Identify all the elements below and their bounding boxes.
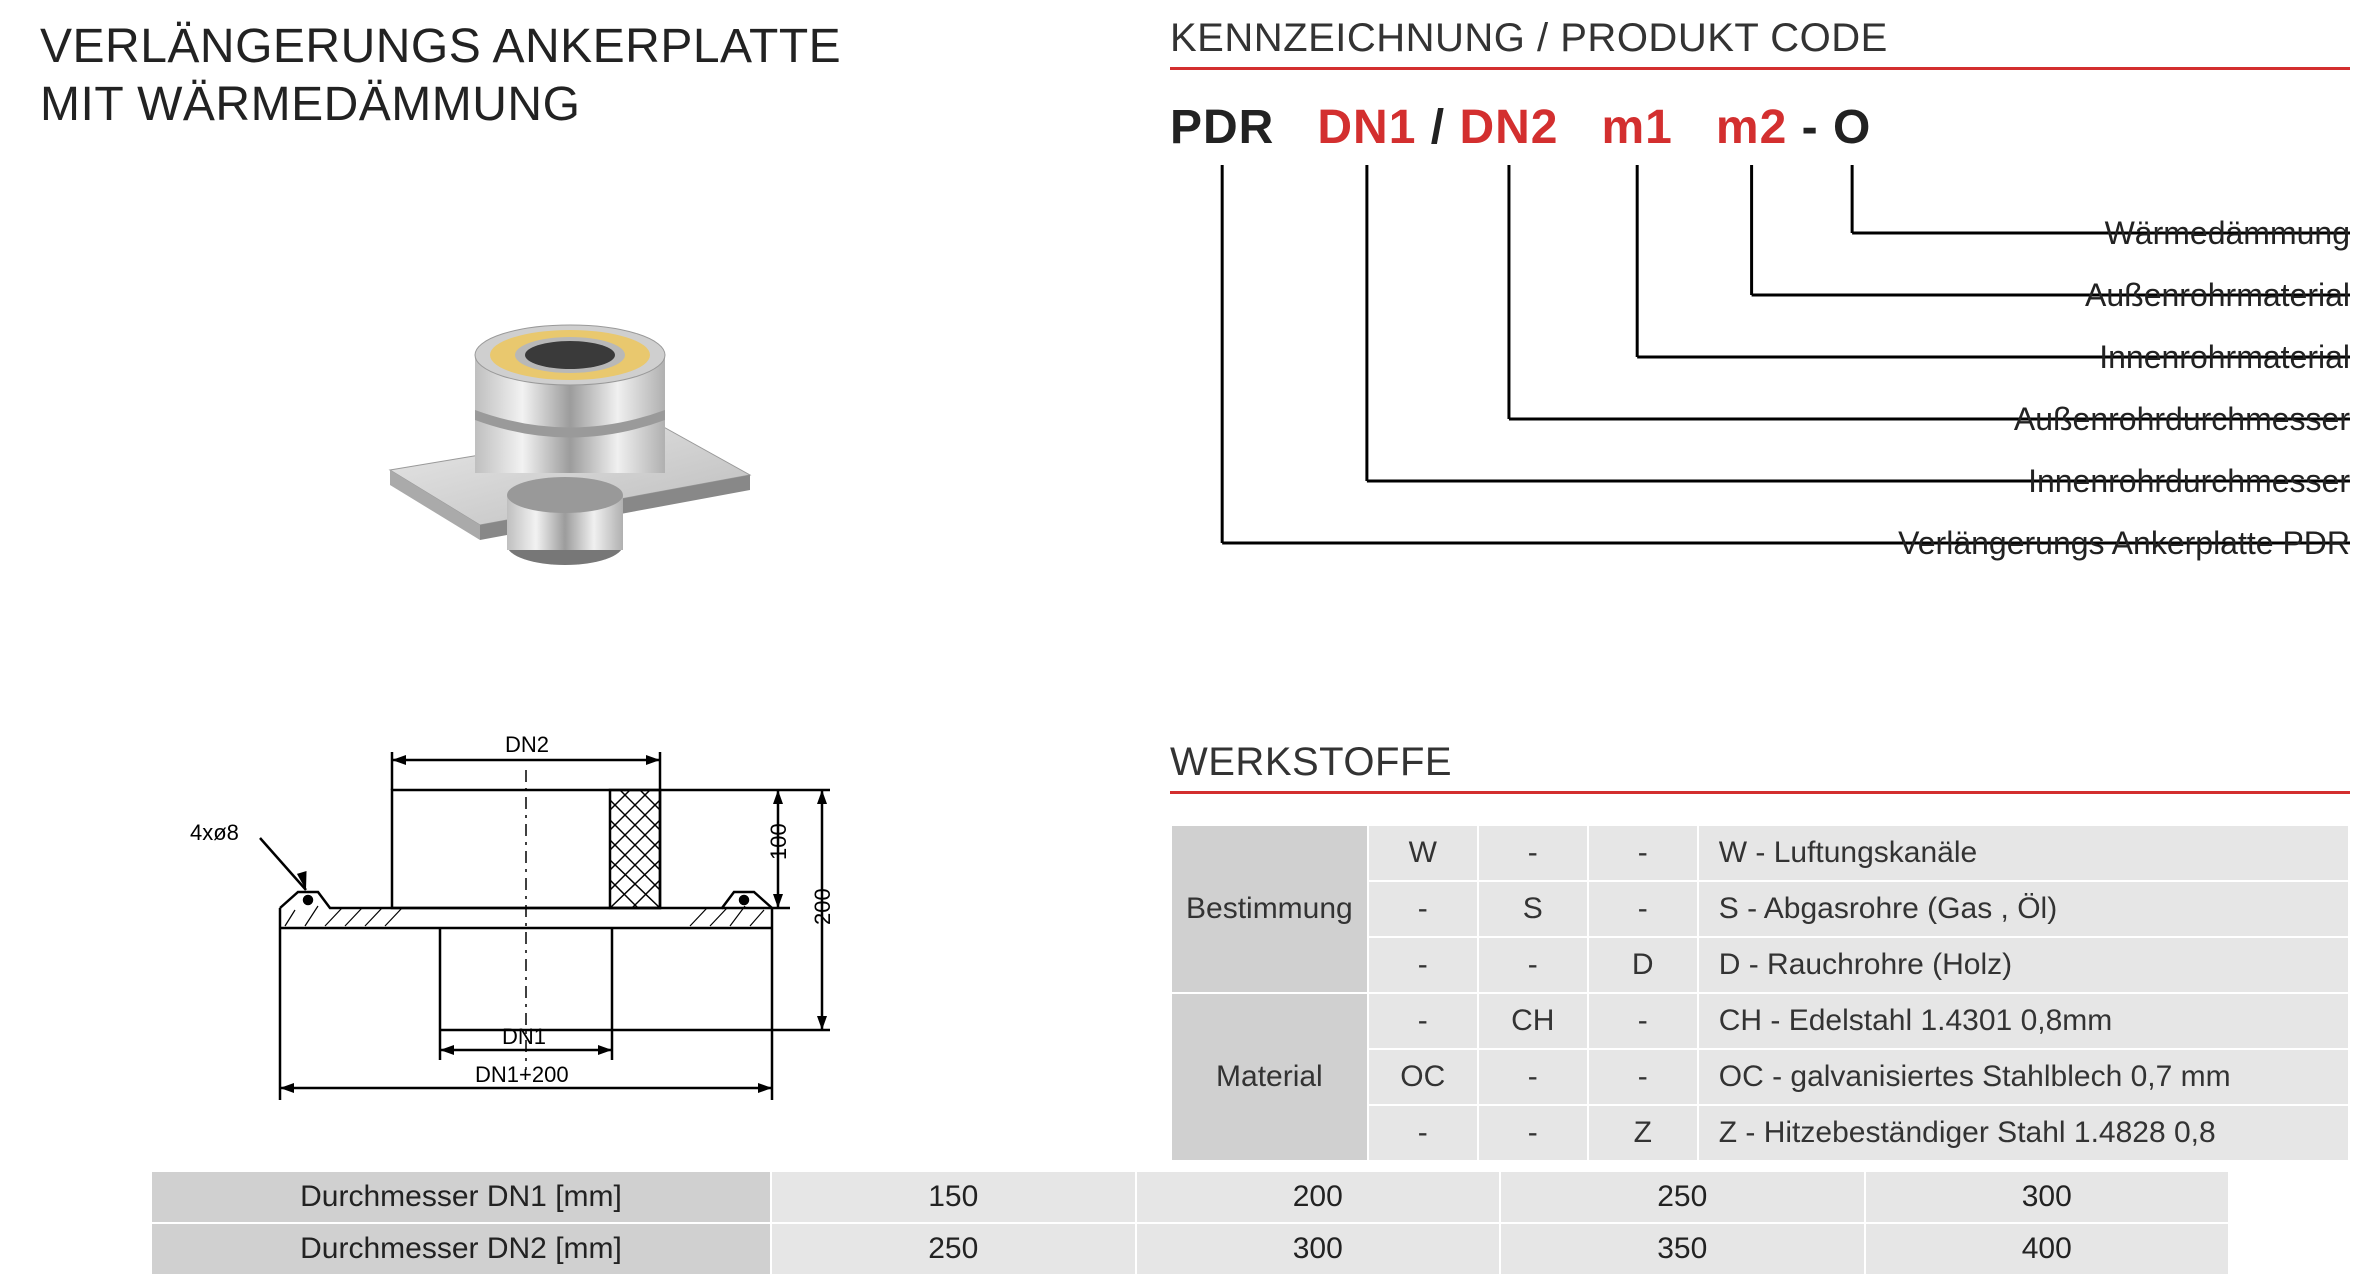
cell: - [1588, 825, 1698, 881]
werkstoffe-header: WERKSTOFFE [1170, 740, 2350, 785]
cell: OC - galvanisiertes Stahlblech 0,7 mm [1698, 1049, 2349, 1105]
row-label: Durchmesser DN2 [mm] [151, 1223, 771, 1275]
row-head: Material [1171, 993, 1368, 1161]
cell: - [1368, 1105, 1478, 1161]
werkstoffe-table: BestimmungW--W - Luftungskanäle-S-S - Ab… [1170, 824, 2350, 1162]
cell: 200 [1136, 1171, 1501, 1223]
diameter-table: Durchmesser DN1 [mm]150200250300Durchmes… [150, 1170, 2230, 1276]
dim-base: DN1+200 [475, 1062, 569, 1087]
cell: D - Rauchrohre (Holz) [1698, 937, 2349, 993]
cell: - [1478, 1049, 1588, 1105]
cell: - [1368, 993, 1478, 1049]
cell: OC [1368, 1049, 1478, 1105]
code-label-5: Verlängerungs Ankerplatte PDR [1750, 525, 2350, 562]
product-code-line: PDR DN1 / DN2 m1 m2 - O [1170, 100, 2350, 155]
product-photo [360, 260, 780, 580]
werkstoffe-section: WERKSTOFFE BestimmungW--W - Luftungskanä… [1170, 740, 2350, 1162]
code-label-0: Wärmedämmung [1750, 215, 2350, 252]
cell: S [1478, 881, 1588, 937]
cell: - [1478, 1105, 1588, 1161]
code-pdr: PDR [1170, 100, 1274, 155]
cell: CH [1478, 993, 1588, 1049]
title-line-1: VERLÄNGERUNGS ANKERPLATTE [40, 18, 841, 76]
cell: Z [1588, 1105, 1698, 1161]
cell: - [1588, 1049, 1698, 1105]
cell: CH - Edelstahl 1.4301 0,8mm [1698, 993, 2349, 1049]
title-line-2: MIT WÄRMEDÄMMUNG [40, 76, 841, 134]
cell: 350 [1500, 1223, 1865, 1275]
dim-dn1: DN1 [502, 1024, 546, 1049]
code-m2: m2 [1716, 100, 1787, 155]
code-bracket-diagram: Wärmedämmung Außenrohrmaterial Innenrohr… [1170, 165, 2350, 625]
cell: - [1588, 881, 1698, 937]
table-row: BestimmungW--W - Luftungskanäle [1171, 825, 2349, 881]
page-title: VERLÄNGERUNGS ANKERPLATTE MIT WÄRMEDÄMMU… [40, 18, 841, 133]
code-dn1: DN1 [1317, 100, 1416, 155]
row-head: Bestimmung [1171, 825, 1368, 993]
dim-100: 100 [766, 823, 791, 860]
code-m1: m1 [1602, 100, 1673, 155]
cell: 300 [1865, 1171, 2230, 1223]
code-label-2: Innenrohrmaterial [1750, 339, 2350, 376]
code-o: O [1833, 100, 1871, 155]
dim-dn2: DN2 [505, 732, 549, 757]
cell: - [1478, 825, 1588, 881]
table-row: Material-CH-CH - Edelstahl 1.4301 0,8mm [1171, 993, 2349, 1049]
code-sep1: / [1431, 100, 1445, 155]
product-code-header: KENNZEICHNUNG / PRODUKT CODE [1170, 16, 2350, 61]
table-row: Durchmesser DN1 [mm]150200250300 [151, 1171, 2229, 1223]
cell: - [1478, 937, 1588, 993]
cell: W - Luftungskanäle [1698, 825, 2349, 881]
code-dn2: DN2 [1459, 100, 1558, 155]
cell: Z - Hitzebeständiger Stahl 1.4828 0,8 [1698, 1105, 2349, 1161]
cell: 150 [771, 1171, 1136, 1223]
divider [1170, 67, 2350, 70]
dim-holes: 4xø8 [190, 820, 239, 845]
cell: - [1368, 881, 1478, 937]
cell: - [1588, 993, 1698, 1049]
table-row: Durchmesser DN2 [mm]250300350400 [151, 1223, 2229, 1275]
cell: 250 [1500, 1171, 1865, 1223]
divider [1170, 791, 2350, 794]
cell: 400 [1865, 1223, 2230, 1275]
code-label-1: Außenrohrmaterial [1750, 277, 2350, 314]
cell: 250 [771, 1223, 1136, 1275]
row-label: Durchmesser DN1 [mm] [151, 1171, 771, 1223]
cell: D [1588, 937, 1698, 993]
cell: S - Abgasrohre (Gas , Öl) [1698, 881, 2349, 937]
cell: W [1368, 825, 1478, 881]
product-code-section: KENNZEICHNUNG / PRODUKT CODE PDR DN1 / D… [1170, 16, 2350, 625]
code-label-3: Außenrohrdurchmesser [1750, 401, 2350, 438]
code-sep2: - [1802, 100, 1819, 155]
dim-200: 200 [810, 888, 835, 925]
cell: - [1368, 937, 1478, 993]
technical-drawing: DN2 4xø8 [130, 730, 930, 1130]
code-label-4: Innenrohrdurchmesser [1750, 463, 2350, 500]
cell: 300 [1136, 1223, 1501, 1275]
